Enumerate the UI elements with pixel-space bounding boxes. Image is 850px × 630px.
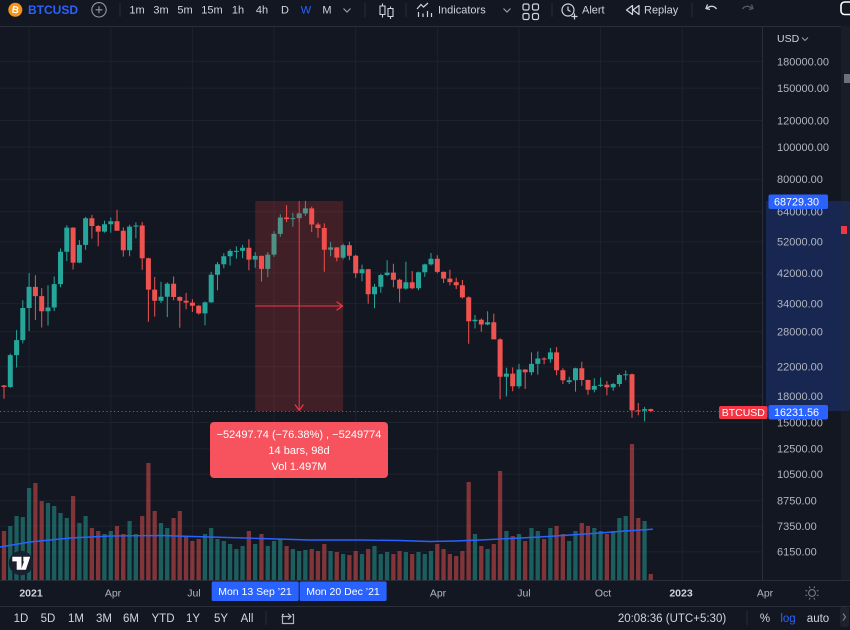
svg-text:34000.00: 34000.00 [777,298,823,310]
svg-text:64000.00: 64000.00 [777,207,823,219]
svg-text:1M: 1M [68,613,84,625]
svg-text:Apr: Apr [757,588,774,600]
svg-text:2021: 2021 [19,588,43,600]
svg-text:68729.30: 68729.30 [774,197,819,209]
svg-text:Mon 13 Sep ’21: Mon 13 Sep ’21 [218,586,292,598]
svg-text:Apr: Apr [430,588,447,600]
svg-text:150000.00: 150000.00 [777,83,829,95]
svg-text:1m: 1m [129,5,144,17]
svg-text:1Y: 1Y [186,613,200,625]
svg-text:Indicators: Indicators [438,5,486,17]
svg-text:All: All [241,613,254,625]
svg-text:52000.00: 52000.00 [777,237,823,249]
svg-text:6150.00: 6150.00 [777,547,817,559]
svg-text:%: % [760,613,770,625]
svg-text:−52497.74 (−76.38%) , −5249774: −52497.74 (−76.38%) , −5249774 [217,429,382,441]
svg-text:12500.00: 12500.00 [777,444,823,456]
svg-text:B: B [11,4,20,16]
svg-text:4h: 4h [256,5,268,17]
svg-text:180000.00: 180000.00 [777,56,829,68]
svg-text:auto: auto [807,613,829,625]
svg-text:Alert: Alert [582,5,605,17]
svg-text:1h: 1h [232,5,244,17]
svg-text:BTCUSD: BTCUSD [28,3,78,17]
svg-text:D: D [281,5,289,17]
svg-text:7350.00: 7350.00 [777,521,817,533]
svg-text:22000.00: 22000.00 [777,362,823,374]
svg-text:log: log [780,613,795,625]
svg-text:Replay: Replay [644,5,679,17]
svg-text:80000.00: 80000.00 [777,174,823,186]
svg-text:Jul: Jul [517,588,530,600]
svg-text:20:08:36 (UTC+5:30): 20:08:36 (UTC+5:30) [618,613,727,625]
svg-text:BTCUSD: BTCUSD [722,407,766,419]
svg-text:2023: 2023 [669,588,693,600]
svg-text:M: M [322,5,331,17]
svg-text:W: W [301,5,312,17]
svg-text:8750.00: 8750.00 [777,496,817,508]
svg-text:15000.00: 15000.00 [777,417,823,429]
svg-text:3M: 3M [96,613,112,625]
svg-text:14 bars, 98d: 14 bars, 98d [268,445,329,457]
svg-text:Jul: Jul [187,588,200,600]
svg-text:USD: USD [777,33,800,45]
svg-text:5D: 5D [41,613,56,625]
svg-text:6M: 6M [123,613,139,625]
svg-text:3m: 3m [153,5,168,17]
svg-text:5Y: 5Y [214,613,228,625]
svg-text:120000.00: 120000.00 [777,115,829,127]
svg-text:16231.56: 16231.56 [774,407,819,419]
svg-text:1D: 1D [14,613,29,625]
svg-text:28000.00: 28000.00 [777,327,823,339]
svg-text:Apr: Apr [105,588,122,600]
svg-text:42000.00: 42000.00 [777,268,823,280]
svg-text:YTD: YTD [152,613,175,625]
svg-text:5m: 5m [177,5,192,17]
svg-text:Mon 20 Dec ’21: Mon 20 Dec ’21 [306,586,380,598]
svg-text:Oct: Oct [595,588,611,600]
svg-text:18000.00: 18000.00 [777,391,823,403]
svg-text:Vol 1.497M: Vol 1.497M [271,461,326,473]
svg-text:15m: 15m [201,5,222,17]
svg-text:100000.00: 100000.00 [777,142,829,154]
svg-text:10500.00: 10500.00 [777,469,823,481]
